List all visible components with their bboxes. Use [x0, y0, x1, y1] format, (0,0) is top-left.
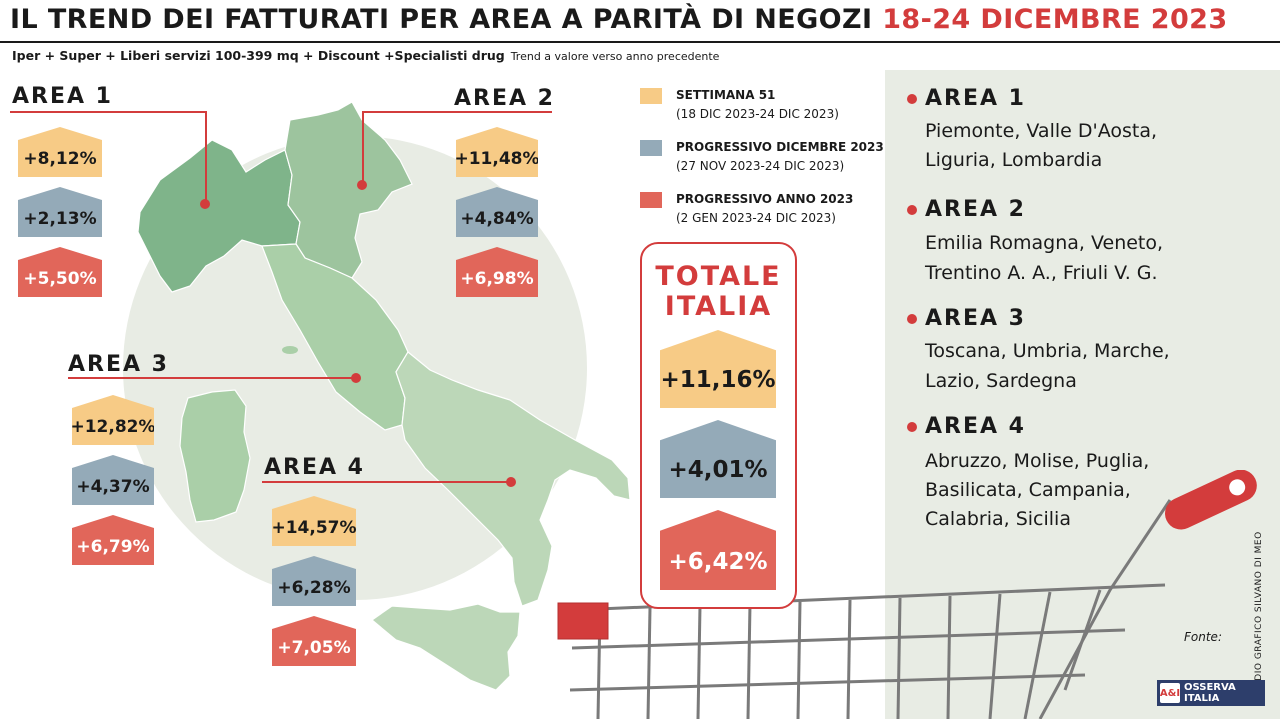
area-1-line: [10, 111, 206, 113]
shopping-cart-icon: [557, 470, 1257, 719]
area-3-bullet: [907, 314, 917, 324]
legend-sub-anno: (2 GEN 2023-24 DIC 2023): [676, 211, 836, 225]
map-area-2: [284, 101, 413, 279]
legend-swatch-anno: [640, 192, 662, 208]
area-4-value-dicembre: +6,28%: [277, 578, 351, 598]
region-area-2-title: AREA 2: [925, 197, 1026, 222]
region-area-4-title: AREA 4: [925, 414, 1026, 439]
subtitle-note: Trend a valore verso anno precedente: [510, 50, 720, 63]
region-area-2-line-2: Trentino A. A., Friuli V. G.: [925, 262, 1158, 284]
area-1-value-anno: +5,50%: [23, 269, 97, 289]
logo-mark: A&I: [1160, 683, 1180, 703]
totale-value-settimana: +11,16%: [660, 367, 776, 393]
area-3-value-dicembre: +4,37%: [76, 477, 150, 497]
logo-text: OSSERVA ITALIA: [1184, 682, 1236, 704]
area-3-dot: [351, 373, 361, 383]
legend-title-anno: PROGRESSIVO ANNO 2023: [676, 192, 854, 206]
area-4-label: AREA 4: [264, 455, 365, 480]
area-3-label: AREA 3: [68, 352, 169, 377]
title-date: 18-24 DICEMBRE 2023: [882, 4, 1228, 35]
legend-title-settimana: SETTIMANA 51: [676, 88, 776, 102]
area-1-vline: [205, 111, 207, 203]
area-2-value-dicembre: +4,84%: [460, 209, 534, 229]
page-title: IL TREND DEI FATTURATI PER AREA A PARITÀ…: [10, 4, 1228, 35]
subtitle: Iper + Super + Liberi servizi 100-399 mq…: [12, 48, 719, 63]
area-2-bullet: [907, 205, 917, 215]
totale-value-anno: +6,42%: [668, 549, 768, 575]
legend-swatch-settimana: [640, 88, 662, 104]
area-2-label: AREA 2: [454, 86, 555, 111]
legend-sub-settimana: (18 DIC 2023-24 DIC 2023): [676, 107, 839, 121]
region-area-2-line-1: Emilia Romagna, Veneto,: [925, 232, 1164, 254]
totale-title: TOTALE ITALIA: [642, 262, 795, 322]
totale-title-line-2: ITALIA: [664, 291, 773, 322]
region-area-4-line-1: Abruzzo, Molise, Puglia,: [925, 450, 1150, 472]
region-area-1-line-1: Piemonte, Valle D'Aosta,: [925, 120, 1158, 142]
area-2-vline: [362, 111, 364, 183]
area-4-value-settimana: +14,57%: [271, 518, 357, 538]
area-3-value-settimana: +12,82%: [70, 417, 156, 437]
area-2-line: [362, 111, 552, 113]
area-4-dot: [506, 477, 516, 487]
header-rule: [0, 41, 1280, 43]
totale-value-dicembre: +4,01%: [668, 457, 768, 483]
region-area-4-line-3: Calabria, Sicilia: [925, 508, 1071, 530]
area-regions-panel: AREA 1 Piemonte, Valle D'Aosta, Liguria,…: [885, 70, 1280, 719]
area-1-bullet: [907, 94, 917, 104]
area-2-dot: [357, 180, 367, 190]
legend-sub-dicembre: (27 NOV 2023-24 DIC 2023): [676, 159, 845, 173]
region-area-4-line-2: Basilicata, Campania,: [925, 479, 1131, 501]
region-area-1-title: AREA 1: [925, 86, 1026, 111]
area-3-value-anno: +6,79%: [76, 537, 150, 557]
italy-map: [123, 101, 631, 691]
area-4-value-anno: +7,05%: [277, 638, 351, 658]
area-4-bullet: [907, 422, 917, 432]
area-1-value-settimana: +8,12%: [23, 149, 97, 169]
area-1-label: AREA 1: [12, 84, 113, 109]
region-area-3-line-2: Lazio, Sardegna: [925, 370, 1077, 392]
area-1-value-dicembre: +2,13%: [23, 209, 97, 229]
map-sardegna: [179, 389, 251, 523]
subtitle-text: Iper + Super + Liberi servizi 100-399 mq…: [12, 48, 505, 63]
region-area-3-line-1: Toscana, Umbria, Marche,: [925, 340, 1170, 362]
area-2-value-anno: +6,98%: [460, 269, 534, 289]
area-2-value-settimana: +11,48%: [454, 149, 540, 169]
area-1-dot: [200, 199, 210, 209]
region-area-1-line-2: Liguria, Lombardia: [925, 149, 1103, 171]
area-3-line: [68, 377, 356, 379]
cart-handle: [1164, 470, 1257, 530]
region-area-3-title: AREA 3: [925, 306, 1026, 331]
legend-title-dicembre: PROGRESSIVO DICEMBRE 2023: [676, 140, 884, 154]
legend-swatch-dicembre: [640, 140, 662, 156]
title-main: IL TREND DEI FATTURATI PER AREA A PARITÀ…: [10, 4, 873, 35]
map-island-elba: [282, 346, 298, 354]
header: IL TREND DEI FATTURATI PER AREA A PARITÀ…: [10, 4, 1280, 42]
credit-text: STUDIO GRAFICO SILVANO DI MEO: [1254, 531, 1264, 700]
totale-title-line-1: TOTALE: [655, 261, 782, 292]
area-4-line: [262, 481, 512, 483]
map-sicilia: [371, 603, 521, 691]
source-label: Fonte:: [1184, 630, 1222, 644]
cart-front-handle: [557, 602, 609, 640]
osserva-italia-logo: A&I OSSERVA ITALIA: [1157, 680, 1265, 706]
